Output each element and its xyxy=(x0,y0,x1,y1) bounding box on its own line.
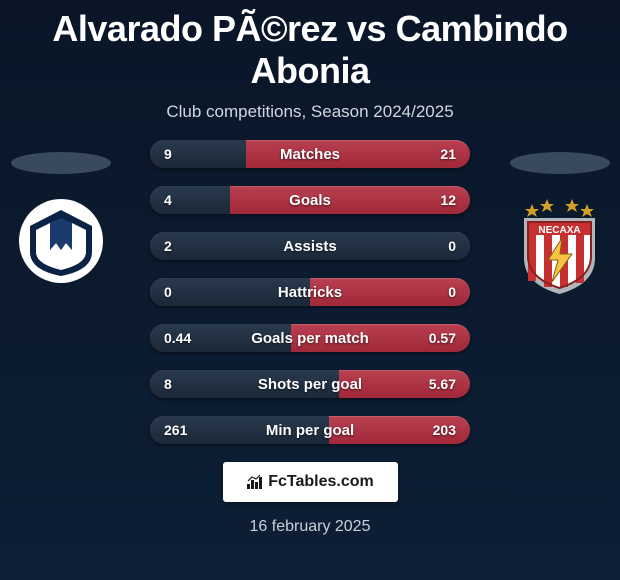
stat-value-left: 8 xyxy=(164,376,204,392)
comparison-date: 16 february 2025 xyxy=(0,518,620,536)
stat-row: 261 Min per goal 203 xyxy=(150,416,470,444)
crest-monterrey-icon xyxy=(16,196,106,286)
stat-content: 8 Shots per goal 5.67 xyxy=(150,370,470,398)
stat-label: Min per goal xyxy=(266,422,354,439)
stat-row: 8 Shots per goal 5.67 xyxy=(150,370,470,398)
stat-row: 0.44 Goals per match 0.57 xyxy=(150,324,470,352)
stat-label: Assists xyxy=(283,238,336,255)
stat-label: Goals per match xyxy=(251,330,369,347)
decorative-shadow xyxy=(510,152,610,174)
stat-value-right: 0.57 xyxy=(416,330,456,346)
stat-row: 2 Assists 0 xyxy=(150,232,470,260)
crest-necaxa-icon: NECAXA xyxy=(512,196,607,296)
stat-row: 9 Matches 21 xyxy=(150,140,470,168)
stat-label: Hattricks xyxy=(278,284,342,301)
stat-value-left: 2 xyxy=(164,238,204,254)
stat-label: Matches xyxy=(280,146,340,163)
player-right-column: NECAXA xyxy=(507,140,612,296)
stat-value-left: 261 xyxy=(164,422,204,438)
stat-value-right: 203 xyxy=(416,422,456,438)
stat-value-right: 0 xyxy=(416,284,456,300)
stat-label: Goals xyxy=(289,192,331,209)
stat-bars: 9 Matches 21 4 Goals 12 2 Assists 0 0 Hattricks 0 0.… xyxy=(150,140,470,444)
stat-value-right: 21 xyxy=(416,146,456,162)
attribution-logo: FcTables.com xyxy=(223,462,398,502)
stat-content: 4 Goals 12 xyxy=(150,186,470,214)
stat-content: 0 Hattricks 0 xyxy=(150,278,470,306)
stat-content: 9 Matches 21 xyxy=(150,140,470,168)
svg-text:NECAXA: NECAXA xyxy=(538,225,580,236)
stat-content: 261 Min per goal 203 xyxy=(150,416,470,444)
decorative-shadow xyxy=(11,152,111,174)
stat-label: Shots per goal xyxy=(258,376,362,393)
stat-row: 0 Hattricks 0 xyxy=(150,278,470,306)
logo-text: FcTables.com xyxy=(246,473,374,491)
stat-row: 4 Goals 12 xyxy=(150,186,470,214)
stat-value-right: 0 xyxy=(416,238,456,254)
stat-content: 2 Assists 0 xyxy=(150,232,470,260)
comparison-title: Alvarado PÃ©rez vs Cambindo Abonia xyxy=(0,0,620,92)
stat-content: 0.44 Goals per match 0.57 xyxy=(150,324,470,352)
stat-value-left: 0 xyxy=(164,284,204,300)
stat-value-right: 12 xyxy=(416,192,456,208)
chart-icon xyxy=(246,474,264,490)
stat-value-left: 9 xyxy=(164,146,204,162)
stats-area: NECAXA 9 Matches 21 4 Goals 12 2 Assists 0 0 Hattr… xyxy=(0,140,620,444)
stat-value-left: 0.44 xyxy=(164,330,204,346)
stat-value-right: 5.67 xyxy=(416,376,456,392)
player-left-column xyxy=(8,140,113,286)
comparison-subtitle: Club competitions, Season 2024/2025 xyxy=(0,102,620,122)
stat-value-left: 4 xyxy=(164,192,204,208)
